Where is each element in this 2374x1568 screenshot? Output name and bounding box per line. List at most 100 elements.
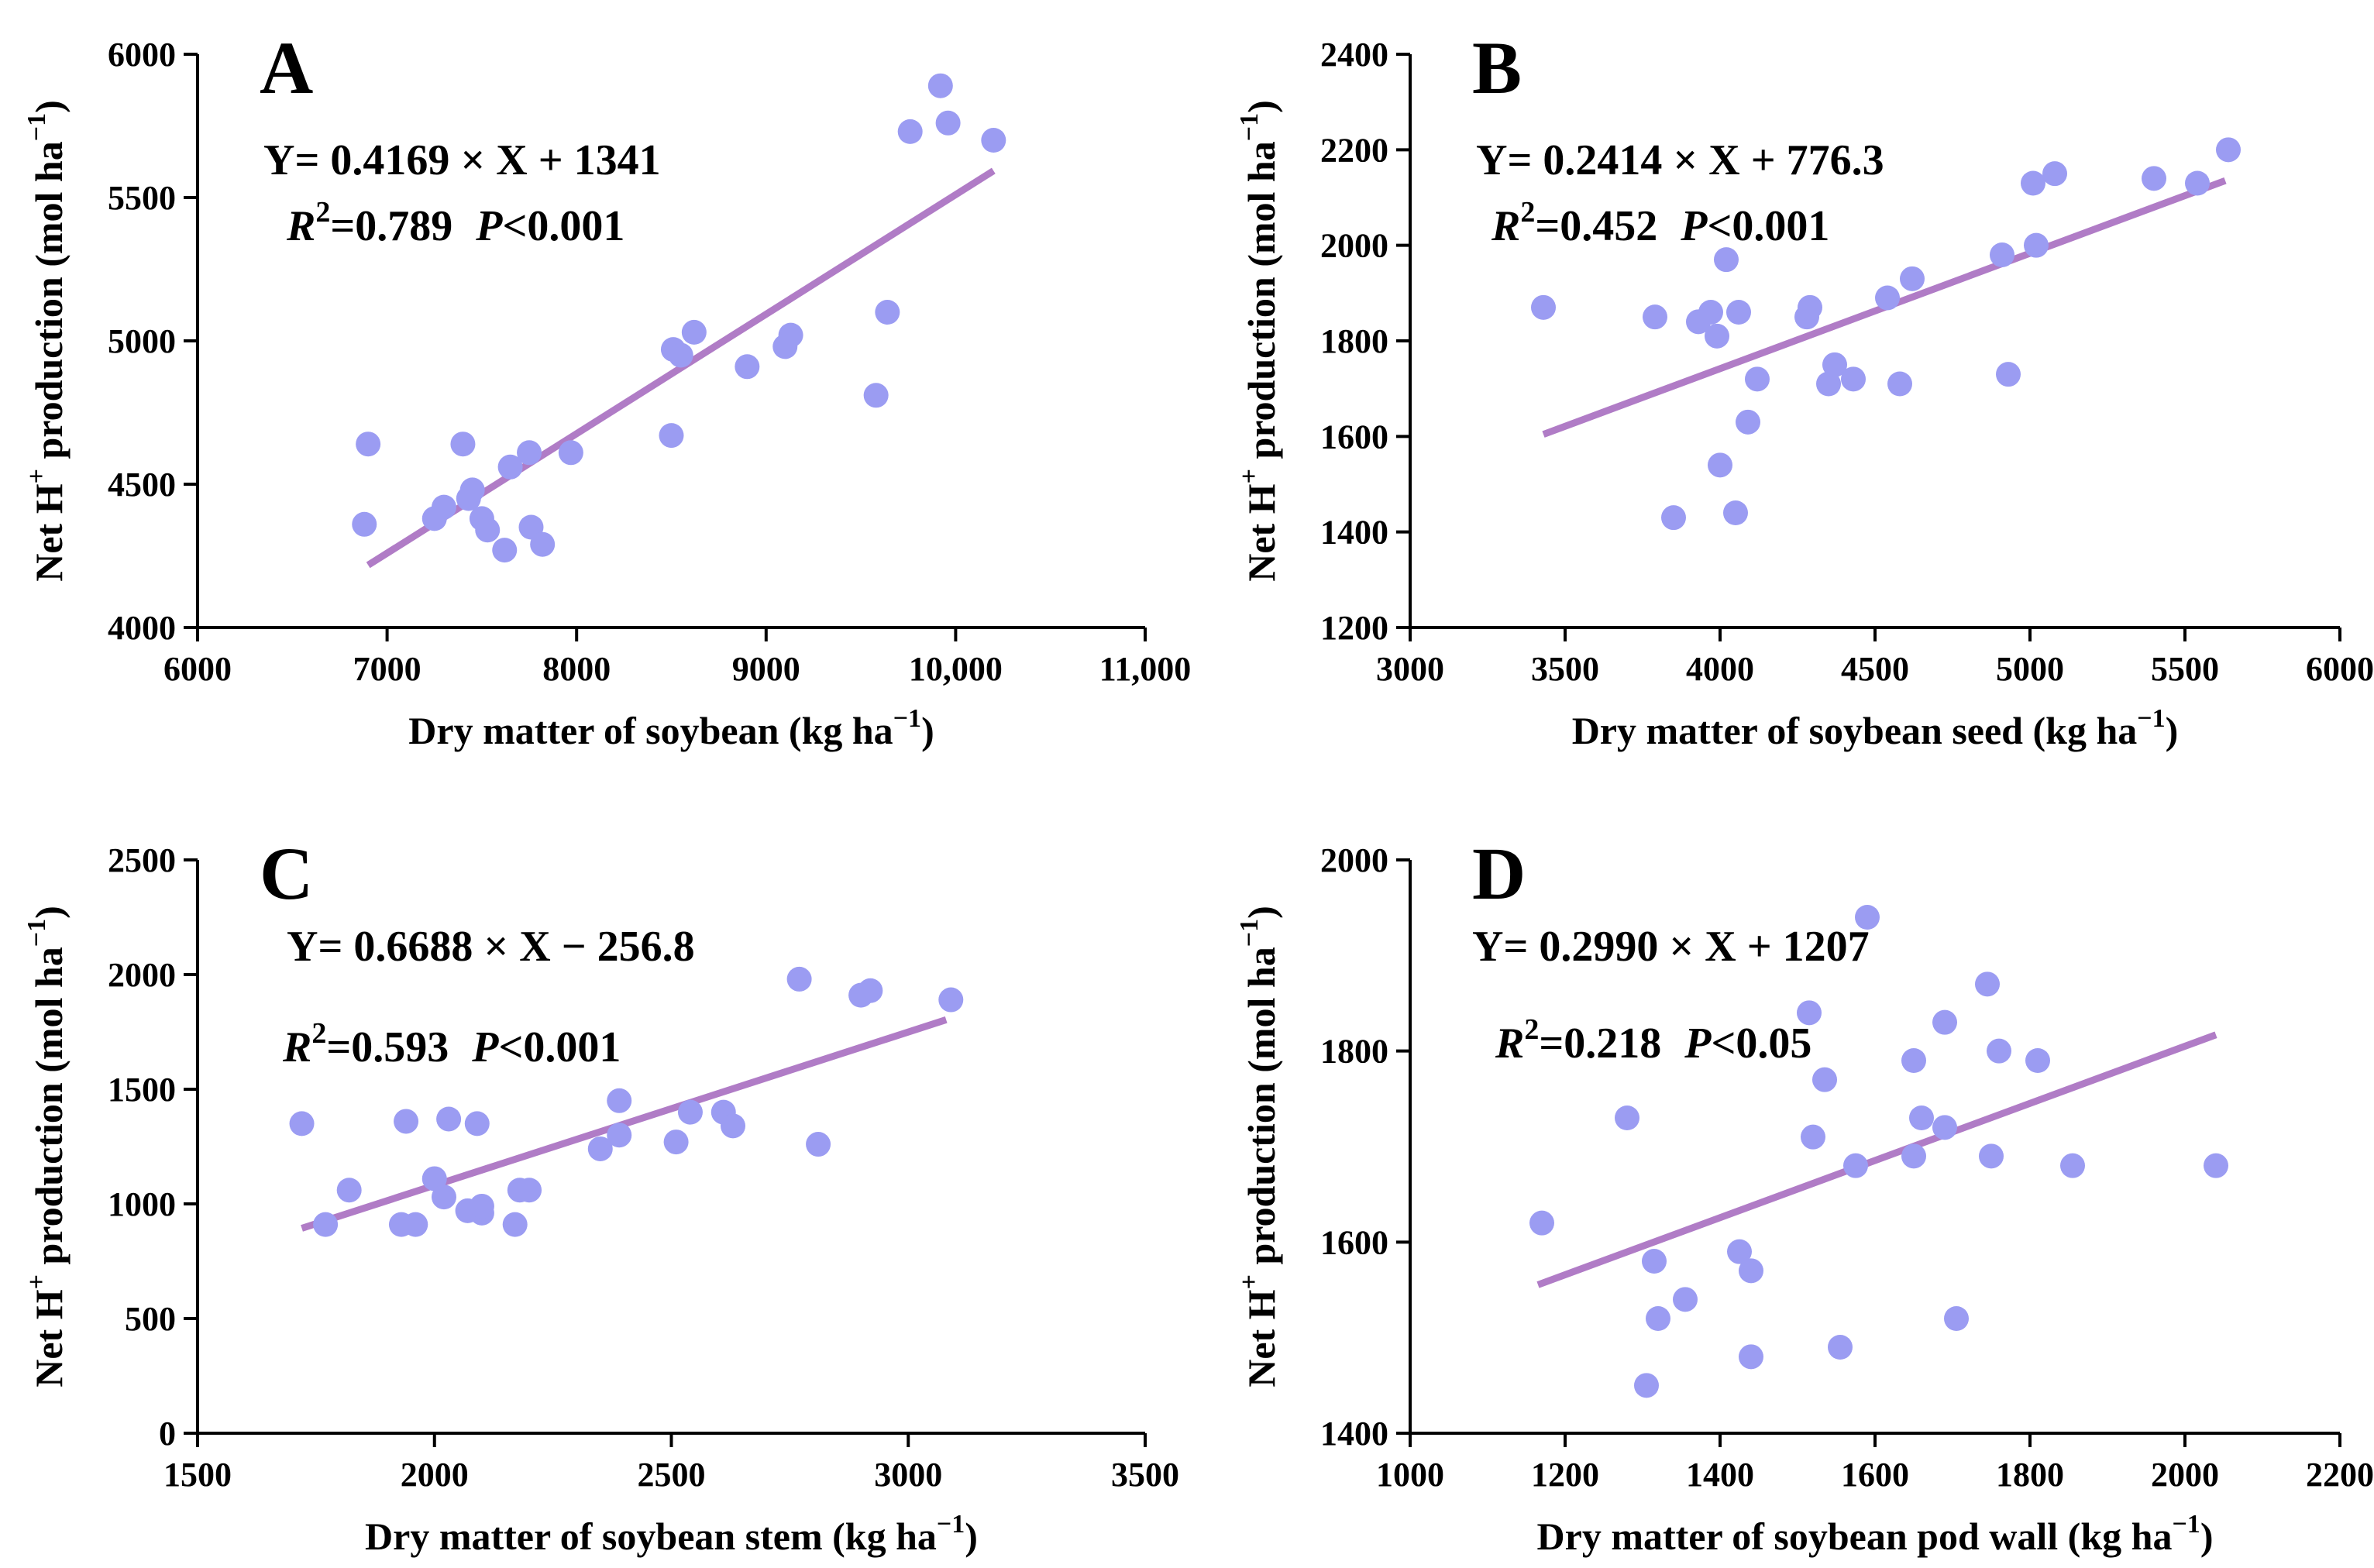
- panel-d-data-point: [1987, 1038, 2011, 1064]
- panel-d-y-tick-label: 1800: [1320, 1033, 1388, 1071]
- panel-d-data-point: [1529, 1210, 1554, 1236]
- panel-c-data-point: [607, 1123, 632, 1148]
- panel-c-x-title-close: ): [965, 1515, 978, 1558]
- panel-a-data-point: [475, 518, 501, 543]
- panel-a-equation: Y= 0.4169 × X + 1341: [263, 136, 661, 184]
- panel-c-data-point: [677, 1099, 703, 1125]
- panel-d-data-point: [1642, 1249, 1667, 1274]
- panel-d-data-point: [1801, 1124, 1825, 1150]
- panel-d-x-title-close: ): [2200, 1515, 2214, 1558]
- panel-a-data-point: [659, 423, 684, 449]
- panel-d-data-point: [1615, 1106, 1639, 1130]
- panel-b-y-tick-label: 1200: [1320, 609, 1388, 647]
- panel-a-y-tick-label: 4000: [108, 609, 176, 647]
- panel-b-data-point: [1875, 285, 1900, 311]
- panel-b-x-tick-label: 3000: [1376, 650, 1444, 688]
- panel-d-data-point: [1909, 1106, 1934, 1130]
- panel-d-y-title-rest: production (mol ha: [1240, 947, 1283, 1274]
- panel-a-y-title-unit-sup: −1: [22, 113, 51, 141]
- panel-a-data-point: [668, 342, 693, 368]
- panel-d-p-symbol: P: [1684, 1020, 1712, 1068]
- panel-a-data-point: [681, 319, 707, 345]
- panel-c-x-title: Dry matter of soybean stem (kg ha−1): [365, 1510, 978, 1558]
- panel-b-x-tick-label: 6000: [2306, 650, 2374, 688]
- panel-c-data-point: [394, 1109, 419, 1134]
- panel-d-r2-sup: 2: [1524, 1013, 1539, 1046]
- panel-b-y-tick-label: 2400: [1320, 36, 1388, 74]
- panel-c-p-symbol: P: [471, 1023, 499, 1071]
- panel-a-data-point: [981, 128, 1006, 153]
- panel-b: 3000 3500 4000 4500 5000 5500 6000 1200 1400 1600…: [1235, 26, 2374, 752]
- panel-c-y-title-sup: +: [22, 1274, 51, 1289]
- panel-b-x-tick-label: 4000: [1686, 650, 1754, 688]
- panel-b-data-point: [1708, 452, 1732, 478]
- panel-b-p-value: <0.001: [1708, 202, 1830, 250]
- panel-b-y-tick-label: 1400: [1320, 514, 1388, 552]
- panel-a-data-point: [935, 110, 961, 136]
- panel-b-letter: B: [1472, 26, 1522, 109]
- panel-d-data-point: [1828, 1335, 1853, 1360]
- panel-b-x-title-text: Dry matter of soybean seed (kg ha: [1572, 709, 2138, 752]
- panel-b-y-tick-label: 2200: [1320, 131, 1388, 169]
- panel-a-y-title-net: Net H: [27, 483, 71, 581]
- panel-b-data-point: [1745, 366, 1770, 392]
- panel-c-data-point: [786, 966, 812, 992]
- panel-a-r2-value: =0.789: [330, 202, 452, 250]
- panel-c-y-tick-label: 1000: [108, 1185, 176, 1223]
- panel-a-letter: A: [260, 26, 313, 109]
- panel-a-y-title-sup: +: [22, 469, 51, 483]
- panel-a-data-point: [875, 300, 900, 325]
- panel-a-data-point: [927, 73, 953, 98]
- panel-c-data-point: [517, 1178, 542, 1203]
- panel-b-x-title-sup: −1: [2137, 704, 2165, 733]
- panel-d-data-point: [1634, 1373, 1659, 1398]
- panel-c-data-point: [436, 1106, 462, 1132]
- panel-b-data-point: [2216, 137, 2241, 163]
- panel-b-data-point: [1990, 242, 2014, 267]
- panel-c-y-tick-label: 2000: [108, 956, 176, 994]
- panel-b-data-point: [1822, 352, 1847, 377]
- panel-a-data-point: [492, 538, 518, 563]
- panel-b-data-point: [1705, 323, 1729, 349]
- panel-b-data-point: [1698, 300, 1723, 325]
- panel-a-x-title-sup: −1: [893, 704, 921, 733]
- panel-a-data-point: [459, 477, 485, 503]
- panel-d-r2-symbol: R: [1495, 1020, 1524, 1068]
- panel-c-data-point: [858, 978, 883, 1003]
- panel-b-x-tick-label: 5500: [2151, 650, 2219, 688]
- panel-d-data-point: [1673, 1287, 1698, 1312]
- panel-c-data-point: [403, 1212, 428, 1237]
- panel-c-y-title-close: ): [27, 906, 71, 919]
- panel-b-data-point: [1723, 500, 1748, 525]
- panel-b-data-point: [1531, 294, 1556, 320]
- panel-c-r2-value: =0.593: [326, 1023, 449, 1071]
- panel-d-data-point: [1901, 1048, 1926, 1073]
- panel-b-data-point: [1736, 409, 1760, 435]
- panel-b-r2-label: R2=0.452 P<0.001: [1491, 196, 1829, 250]
- panel-c-r2-label: R2=0.593 P<0.001: [282, 1017, 621, 1071]
- panel-d-data-point: [1932, 1115, 1957, 1140]
- panel-d-data-point: [1975, 971, 2000, 997]
- panel-d-data-point: [2204, 1153, 2228, 1178]
- panel-b-r2-sup: 2: [1520, 196, 1535, 229]
- panel-b-data-point: [1661, 505, 1686, 531]
- panel-c-data-point: [336, 1178, 362, 1203]
- panel-c-y-title-unit-sup: −1: [22, 919, 51, 947]
- panel-b-y-tick-label: 1600: [1320, 418, 1388, 456]
- panel-d-x-tick-label: 1800: [1996, 1456, 2064, 1494]
- panel-d-x-tick-label: 1400: [1686, 1456, 1754, 1494]
- panel-c-y-title-net: Net H: [27, 1289, 71, 1387]
- panel-b-y-title-sup: +: [1235, 469, 1264, 483]
- panel-b-x-title: Dry matter of soybean seed (kg ha−1): [1572, 704, 2179, 752]
- panel-b-x-tick-label: 4500: [1841, 650, 1909, 688]
- panel-b-data-point: [1816, 371, 1841, 397]
- panel-d-r2-value: =0.218: [1539, 1020, 1661, 1068]
- panel-a-data-point: [497, 454, 523, 480]
- panel-d-x-tick-label: 1200: [1531, 1456, 1599, 1494]
- panel-a-data-point: [530, 531, 556, 557]
- panel-a-r2-symbol: R: [286, 202, 315, 250]
- panel-b-r2-value: =0.452: [1535, 202, 1657, 250]
- panel-d-data-point: [1855, 905, 1880, 930]
- panel-d-y-title: Net H+ production (mol ha−1): [1235, 906, 1283, 1387]
- panel-a-y-title-rest: production (mol ha: [27, 141, 71, 469]
